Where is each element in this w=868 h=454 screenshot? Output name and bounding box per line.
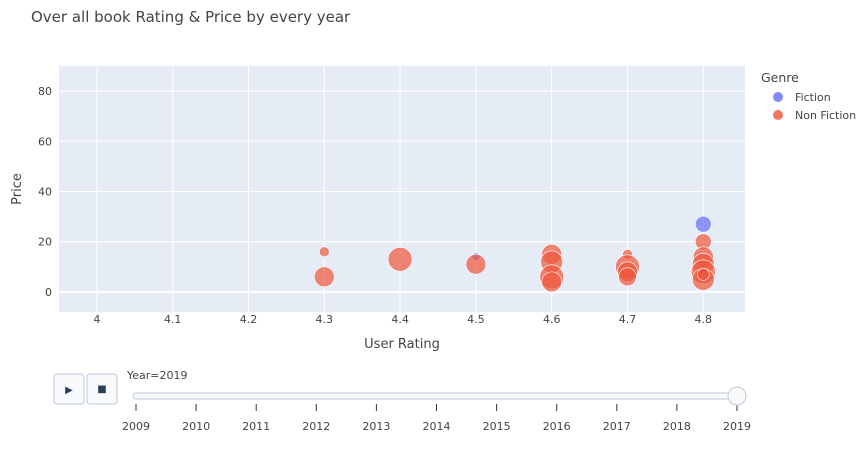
x-tick-label: 4.4 — [391, 313, 409, 326]
slider-track[interactable] — [132, 392, 740, 400]
x-axis-title: User Rating — [364, 337, 440, 352]
slider-year-label: 2009 — [122, 420, 150, 433]
x-tick-label: 4.8 — [695, 313, 713, 326]
y-axis-ticks: 0 20 40 60 80 — [38, 85, 52, 299]
y-tick-label: 80 — [38, 85, 52, 98]
x-tick-label: 4.7 — [619, 313, 637, 326]
scatter-point — [319, 246, 330, 258]
x-tick-label: 4.3 — [316, 313, 334, 326]
scatter-point — [541, 271, 563, 293]
legend-marker — [773, 92, 783, 102]
plot-area — [59, 66, 745, 312]
y-tick-label: 40 — [38, 186, 52, 199]
legend-label: Fiction — [795, 91, 831, 104]
x-tick-label: 4.5 — [467, 313, 485, 326]
y-tick-label: 60 — [38, 135, 52, 148]
scatter-point — [695, 215, 712, 233]
scatter-point — [465, 254, 487, 275]
x-axis-ticks: 4 4.1 4.2 4.3 4.4 4.5 4.6 4.7 4.8 — [93, 313, 712, 326]
slider-year-label: 2014 — [423, 420, 451, 433]
slider-year-label: 2012 — [302, 420, 330, 433]
scatter-points — [314, 215, 716, 293]
slider-handle[interactable] — [727, 386, 747, 406]
chart-title: Over all book Rating & Price by every ye… — [31, 8, 351, 26]
scatter-point — [618, 267, 637, 287]
slider-year-label: 2019 — [723, 420, 751, 433]
legend: Genre Fiction Non Fiction — [761, 70, 856, 122]
slider-year-label: 2011 — [242, 420, 270, 433]
slider-year-label: 2018 — [663, 420, 691, 433]
slider-year-label: 2013 — [362, 420, 390, 433]
x-tick-label: 4 — [93, 313, 100, 326]
slider-year-label: 2010 — [182, 420, 210, 433]
slider-year-label: 2017 — [603, 420, 631, 433]
play-button[interactable]: ▶ — [53, 373, 85, 405]
scatter-point — [387, 246, 413, 272]
x-tick-label: 4.2 — [240, 313, 258, 326]
slider-current-label: Year=2019 — [126, 369, 188, 382]
y-axis-title: Price — [10, 173, 25, 205]
x-tick-label: 4.1 — [164, 313, 182, 326]
y-tick-label: 20 — [38, 236, 52, 249]
legend-label: Non Fiction — [795, 109, 856, 122]
y-tick-label: 0 — [45, 286, 52, 299]
stop-icon: ■ — [97, 384, 106, 395]
stop-button[interactable]: ■ — [86, 373, 118, 405]
legend-title: Genre — [761, 70, 799, 85]
slider-year-label: 2016 — [543, 420, 571, 433]
scatter-point — [697, 268, 710, 281]
play-icon: ▶ — [65, 385, 73, 396]
slider-year-label: 2015 — [483, 420, 511, 433]
scatter-point — [314, 266, 335, 288]
slider-ticks: 2009 2010 2011 2012 2013 2014 2015 2016 2017 2018… — [122, 404, 751, 433]
grid — [59, 66, 745, 312]
x-tick-label: 4.6 — [543, 313, 561, 326]
legend-marker — [773, 110, 783, 120]
